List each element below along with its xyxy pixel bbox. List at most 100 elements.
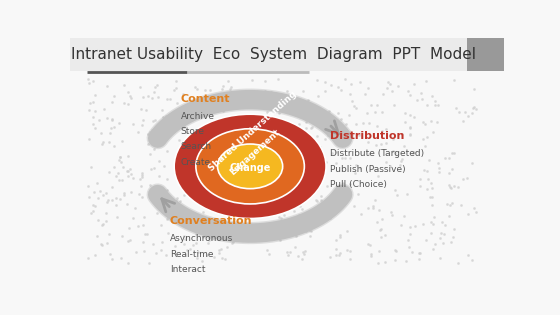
Point [138, 118, 147, 123]
Point [102, 200, 111, 205]
Point [422, 169, 431, 174]
Point [220, 256, 229, 261]
Point [117, 160, 126, 165]
Point [204, 144, 213, 149]
Point [371, 143, 380, 148]
Point [281, 203, 290, 208]
Point [387, 209, 396, 214]
Point [115, 157, 124, 162]
Point [427, 180, 436, 185]
Point [204, 240, 213, 245]
Point [334, 184, 343, 189]
Point [91, 126, 100, 131]
Point [330, 199, 339, 204]
Point [172, 208, 181, 213]
Point [348, 99, 357, 104]
Point [225, 87, 234, 92]
Point [167, 113, 176, 118]
Point [151, 128, 160, 133]
Point [140, 215, 149, 220]
Point [334, 252, 343, 257]
Point [138, 194, 147, 199]
Point [398, 156, 407, 161]
Point [157, 129, 166, 134]
Point [378, 110, 387, 115]
Point [150, 146, 159, 152]
Point [298, 249, 307, 254]
Point [160, 133, 169, 138]
Point [221, 203, 230, 208]
Point [406, 112, 415, 117]
Point [302, 126, 311, 131]
Point [97, 142, 106, 147]
Point [198, 209, 207, 215]
Text: Interact: Interact [170, 265, 206, 274]
Point [195, 226, 204, 231]
Point [448, 201, 457, 206]
Point [469, 86, 478, 91]
Point [186, 246, 195, 251]
Point [142, 107, 151, 112]
Point [454, 261, 463, 266]
Point [397, 158, 406, 163]
Point [304, 98, 312, 103]
Point [366, 253, 375, 258]
Point [391, 151, 400, 156]
Point [336, 251, 345, 256]
Point [359, 120, 368, 125]
FancyBboxPatch shape [70, 38, 504, 71]
Point [150, 196, 158, 201]
Point [155, 173, 164, 178]
Point [260, 125, 269, 130]
Point [323, 184, 332, 189]
Point [442, 201, 451, 206]
Point [167, 210, 176, 215]
Point [204, 148, 213, 153]
Point [342, 228, 351, 233]
Point [426, 195, 435, 200]
Point [94, 218, 103, 223]
Text: Pull (Choice): Pull (Choice) [330, 180, 388, 189]
Point [217, 236, 226, 241]
Point [202, 132, 211, 137]
Point [373, 123, 382, 129]
Point [403, 192, 412, 197]
Point [136, 176, 144, 181]
Point [169, 219, 178, 224]
Point [214, 142, 223, 147]
Point [393, 193, 402, 198]
Point [94, 117, 103, 122]
Point [405, 93, 414, 98]
Point [215, 250, 224, 255]
Point [427, 118, 436, 123]
Point [301, 188, 310, 193]
Point [248, 112, 257, 117]
Point [144, 94, 153, 99]
Point [293, 254, 302, 259]
Point [146, 129, 155, 135]
Point [381, 232, 390, 238]
Point [148, 242, 157, 247]
Point [344, 112, 353, 117]
Point [337, 88, 346, 93]
Point [148, 128, 157, 133]
Point [274, 215, 283, 220]
Point [112, 173, 121, 178]
Point [325, 109, 334, 114]
Point [401, 119, 410, 124]
Point [102, 191, 111, 196]
Point [312, 198, 321, 203]
Point [296, 203, 305, 209]
Point [419, 119, 428, 124]
Point [429, 221, 438, 226]
Point [160, 164, 169, 169]
Point [139, 249, 148, 254]
Point [364, 241, 373, 246]
Point [113, 170, 122, 175]
Point [343, 248, 352, 253]
Point [326, 255, 335, 260]
Point [376, 227, 385, 232]
Point [380, 260, 389, 265]
Point [472, 106, 481, 112]
Point [428, 203, 437, 208]
